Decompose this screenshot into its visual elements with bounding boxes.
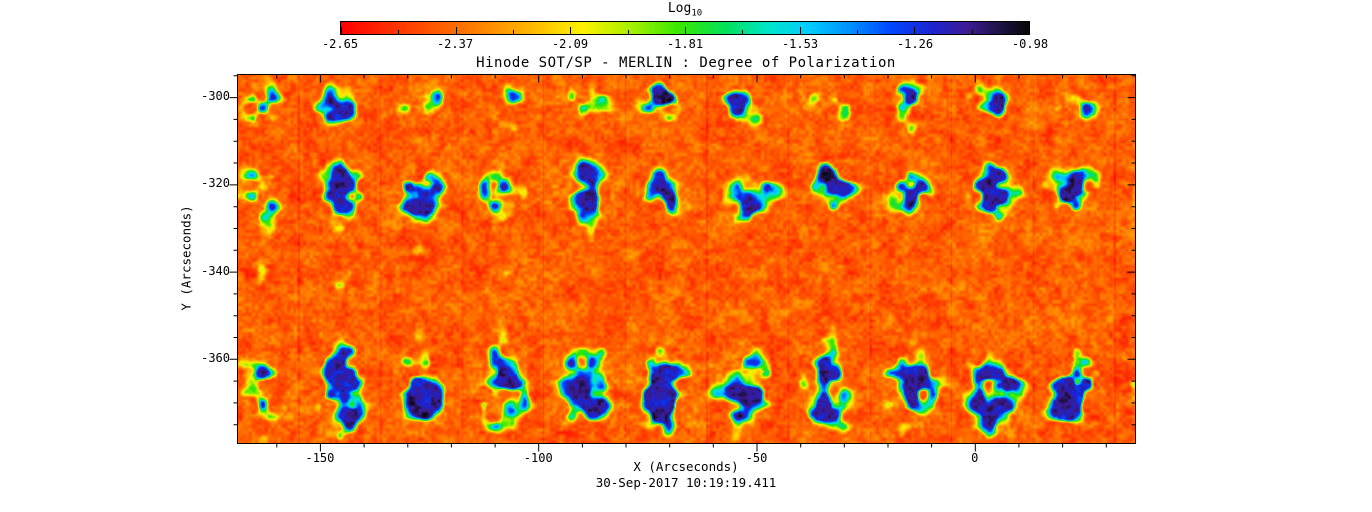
y-tick-label: -360 [201,350,230,365]
colorbar-tick [685,27,686,34]
x-tick-label: -150 [305,451,335,465]
colorbar-tick [1029,27,1030,34]
plot-title: Hinode SOT/SP - MERLIN : Degree of Polar… [476,55,896,71]
colorbar-tick-label: -1.81 [666,37,704,51]
colorbar-tick [799,27,801,34]
y-tick-label: -300 [201,89,230,104]
x-tick-label: 0 [971,451,979,465]
heatmap-canvas [237,74,1135,443]
colorbar-tick-label: -0.98 [1011,37,1049,51]
colorbar-tick-label: -1.53 [781,37,819,51]
colorbar-tick-label: -2.37 [436,37,474,51]
x-axis-label: X (Arcseconds) [633,459,739,474]
y-tick-label: -340 [201,263,230,278]
y-axis-label: Y (Arcseconds) [178,205,194,311]
timestamp: 30-Sep-2017 10:19:19.411 [595,475,777,490]
colorbar-tick-label: -2.09 [551,37,589,51]
colorbar-tick [398,30,400,34]
colorbar-tick [570,27,572,34]
colorbar-title: Log10 [340,1,1030,19]
colorbar-gradient [340,21,1030,35]
colorbar-tick [742,30,744,34]
colorbar-tick [341,27,342,34]
colorbar-tick [455,27,457,34]
colorbar-tick [627,30,629,34]
colorbar-tick-label: -1.26 [896,37,934,51]
y-tick-label: -320 [201,176,230,191]
colorbar-title-sub: 10 [691,8,703,19]
colorbar-tick [914,27,916,34]
colorbar-tick [971,30,973,34]
colorbar-tick-label: -2.65 [321,37,359,51]
colorbar-tick-labels: -2.65 -2.37 -2.09 -1.81 -1.53 -1.26 -0.98 [322,37,1048,52]
colorbar-tick [857,30,858,34]
colorbar-title-text: Log [667,1,692,16]
x-tick-label: -50 [745,451,768,465]
x-tick-label: -100 [523,451,553,465]
colorbar-tick [513,30,514,34]
colorbar-ticks [341,22,1030,34]
